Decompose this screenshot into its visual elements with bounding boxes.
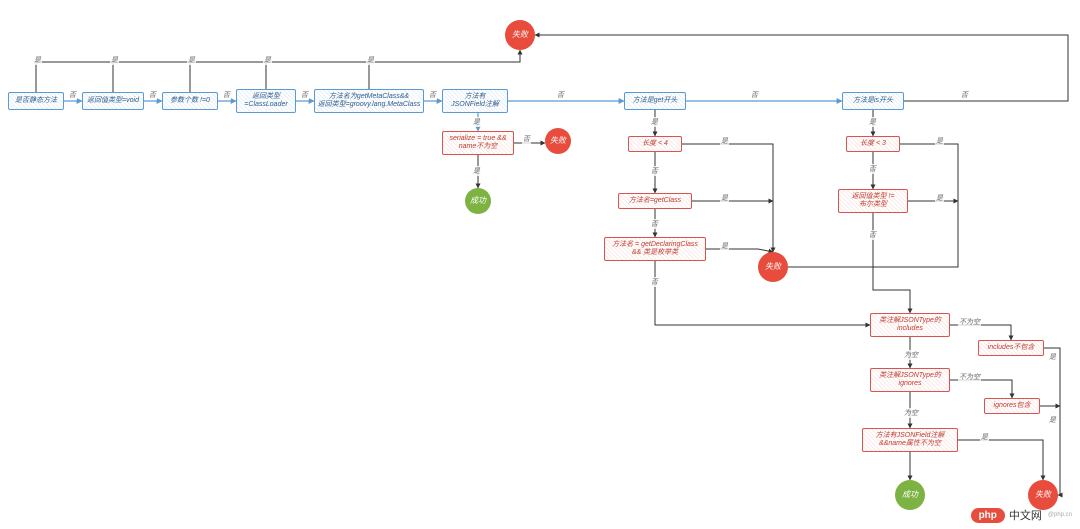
- edge-label-e12: 否: [522, 134, 531, 144]
- node-fail_mid: 失败: [758, 252, 788, 282]
- node-succ_bot: 成功: [895, 480, 925, 510]
- watermark-text: 中文网: [1009, 507, 1042, 523]
- watermark-logo: php: [971, 508, 1005, 523]
- node-n7: 方法是get开头: [624, 92, 686, 110]
- node-n3: 参数个数 !=0: [162, 92, 218, 110]
- edge-label-e30: 不为空: [958, 372, 981, 382]
- node-len3: 长度 < 3: [846, 136, 900, 152]
- edge-label-e11a: 是: [472, 117, 481, 127]
- node-fail_top: 失败: [505, 20, 535, 50]
- edge-label-e33: 是: [1048, 352, 1057, 362]
- edge-label-e26: 是: [935, 193, 944, 203]
- node-inc_not: includes不包含: [978, 340, 1044, 356]
- edge-label-e21: 否: [650, 277, 659, 287]
- edge-label-e29: 为空: [903, 350, 919, 360]
- node-n5: 方法名为getMetaClass&&返回类型=groovy.lang.MetaC…: [314, 89, 424, 113]
- node-succ_p1: 成功: [465, 188, 491, 214]
- edge-label-e27: 否: [868, 230, 877, 240]
- watermark-sub: @php.cn: [1048, 512, 1072, 518]
- node-bool: 返回值类型 !=布尔类型: [838, 189, 908, 213]
- node-fail_bot: 失败: [1028, 480, 1058, 510]
- node-decl: 方法名 = getDeclaringClass&& 类是枚举类: [604, 237, 706, 261]
- edge-label-e17: 否: [650, 166, 659, 176]
- edge-label-e32: 是: [980, 432, 989, 442]
- edge-label-e24: 是: [935, 136, 944, 146]
- node-getclass: 方法名=getClass: [618, 193, 692, 209]
- edge-label-e5: 是: [187, 55, 196, 65]
- node-n4: 返回类型=ClassLoader: [236, 89, 296, 113]
- edge-label-e14: 否: [750, 90, 759, 100]
- edge-label-e16: 是: [720, 136, 729, 146]
- edge-label-e19: 否: [650, 219, 659, 229]
- node-p1: serialize = true &&name不为空: [442, 131, 514, 155]
- edge-label-e15: 是: [650, 117, 659, 127]
- edge-label-e3: 是: [110, 55, 119, 65]
- edge-label-e23: 是: [868, 117, 877, 127]
- node-jsontype_inc: 类注解JSONType的includes: [870, 313, 950, 337]
- edge-label-e8: 否: [300, 90, 309, 100]
- edge-label-e9: 是: [366, 55, 375, 65]
- node-n1: 是否静态方法: [8, 92, 64, 110]
- edge-label-e11: 否: [556, 90, 565, 100]
- node-jsonfield2: 方法有JSONField注解&&name属性不为空: [862, 428, 958, 452]
- edge-label-e34: 是: [1048, 415, 1057, 425]
- node-jsontype_ign: 类注解JSONType的ignores: [870, 368, 950, 392]
- edge-label-e20: 是: [720, 241, 729, 251]
- edge-label-e25: 否: [868, 164, 877, 174]
- edge-label-e10: 否: [428, 90, 437, 100]
- edge-label-e6: 否: [222, 90, 231, 100]
- node-n8: 方法是is开头: [842, 92, 904, 110]
- watermark: php 中文网 @php.cn: [971, 507, 1072, 523]
- node-n6: 方法有JSONField注解: [442, 89, 508, 113]
- edge-label-e7: 是: [263, 55, 272, 65]
- edge-label-e4: 否: [148, 90, 157, 100]
- edge-label-e31: 为空: [903, 408, 919, 418]
- edge-label-e28: 不为空: [958, 317, 981, 327]
- edge-label-e1: 是: [33, 55, 42, 65]
- node-len4: 长度 < 4: [628, 136, 682, 152]
- edge-label-e2: 否: [68, 90, 77, 100]
- edge-label-e13: 是: [472, 166, 481, 176]
- node-n2: 返回值类型=void: [82, 92, 144, 110]
- node-ign_has: ignores包含: [984, 398, 1040, 414]
- edge-label-e18: 是: [720, 193, 729, 203]
- edge-label-e22: 否: [960, 90, 969, 100]
- node-fail_p1: 失败: [545, 128, 571, 154]
